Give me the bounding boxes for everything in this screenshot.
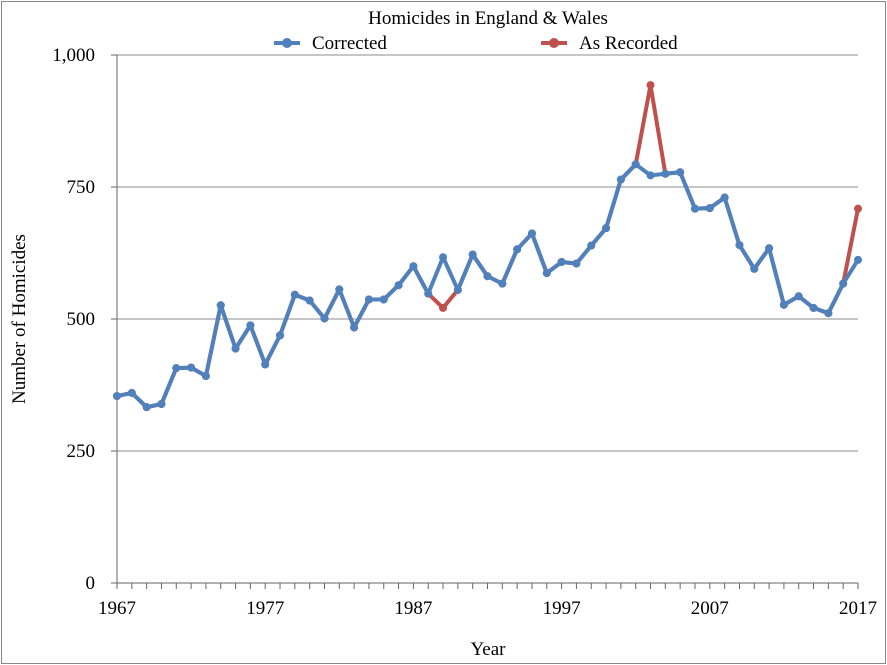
data-point <box>854 204 862 213</box>
data-point <box>409 262 418 271</box>
data-point <box>261 360 270 369</box>
data-point <box>305 296 314 305</box>
legend-label: As Recorded <box>579 33 678 54</box>
data-point <box>394 281 403 290</box>
x-tick-label: 2007 <box>691 598 729 619</box>
y-tick-label: 0 <box>86 573 96 594</box>
chart-title: Homicides in England & Wales <box>368 8 608 29</box>
data-point <box>231 344 240 353</box>
data-point <box>364 295 373 304</box>
data-point <box>453 285 462 294</box>
data-point <box>216 301 225 310</box>
data-point <box>631 160 640 169</box>
data-point <box>201 372 210 381</box>
y-tick-label: 500 <box>67 309 96 330</box>
data-point <box>542 269 551 278</box>
data-point <box>424 289 433 298</box>
data-point <box>572 259 581 268</box>
legend-swatch-marker <box>282 38 292 48</box>
series-line-as-recorded <box>116 83 860 410</box>
data-point <box>646 81 655 90</box>
x-tick-label: 1987 <box>394 598 432 619</box>
x-axis-label: Year <box>470 639 506 660</box>
data-point <box>602 224 611 233</box>
data-point <box>527 229 536 238</box>
gridlines <box>117 54 858 452</box>
legend-label: Corrected <box>312 33 387 54</box>
x-tick-label: 1967 <box>98 598 136 619</box>
data-point <box>276 331 285 340</box>
data-point <box>246 321 255 330</box>
data-point <box>290 290 299 299</box>
y-axis-label: Number of Homicides <box>9 234 30 404</box>
data-point <box>439 253 448 262</box>
data-point <box>794 292 803 301</box>
data-point <box>335 285 344 294</box>
data-point <box>142 403 151 412</box>
data-point <box>320 314 329 323</box>
series-line-corrected <box>116 162 860 410</box>
series-as-recorded <box>113 81 862 412</box>
data-point <box>824 309 833 318</box>
data-point <box>468 250 477 259</box>
series-layer <box>113 81 862 412</box>
x-tick-label: 1977 <box>246 598 284 619</box>
data-point <box>735 241 744 250</box>
data-point <box>187 363 196 372</box>
data-point <box>854 255 862 264</box>
data-point <box>157 400 166 409</box>
legend-swatch-marker <box>549 38 559 48</box>
data-point <box>646 171 655 180</box>
data-point <box>439 303 448 312</box>
data-point <box>587 241 596 250</box>
data-point <box>750 264 759 273</box>
data-point <box>350 323 359 332</box>
data-point <box>661 169 670 178</box>
data-point <box>557 257 566 266</box>
data-point <box>765 244 774 253</box>
x-tick-label: 1997 <box>543 598 581 619</box>
data-point <box>483 272 492 281</box>
y-tick-label: 250 <box>67 441 96 462</box>
data-point <box>513 245 522 254</box>
data-point <box>172 364 181 373</box>
y-tick-label: 1,000 <box>52 45 95 66</box>
y-axis-ticks: 0 250 500 750 1,000 <box>52 45 117 594</box>
legend-item-corrected: Corrected <box>274 33 387 54</box>
data-point <box>779 300 788 309</box>
data-point <box>498 279 507 288</box>
x-axis-ticks: 1967 1977 1987 1997 2007 2017 <box>98 583 877 619</box>
data-point <box>809 303 818 312</box>
legend: Corrected As Recorded <box>274 33 678 54</box>
data-point <box>705 204 714 213</box>
data-point <box>379 295 388 304</box>
x-tick-label: 2017 <box>839 598 877 619</box>
data-point <box>839 279 848 288</box>
data-point <box>127 388 136 397</box>
data-point <box>616 175 625 184</box>
data-point <box>676 168 685 177</box>
data-point <box>690 204 699 213</box>
series-corrected <box>113 160 862 412</box>
y-tick-label: 750 <box>67 177 96 198</box>
data-point <box>113 392 121 401</box>
legend-item-as-recorded: As Recorded <box>541 33 678 54</box>
data-point <box>720 193 729 202</box>
